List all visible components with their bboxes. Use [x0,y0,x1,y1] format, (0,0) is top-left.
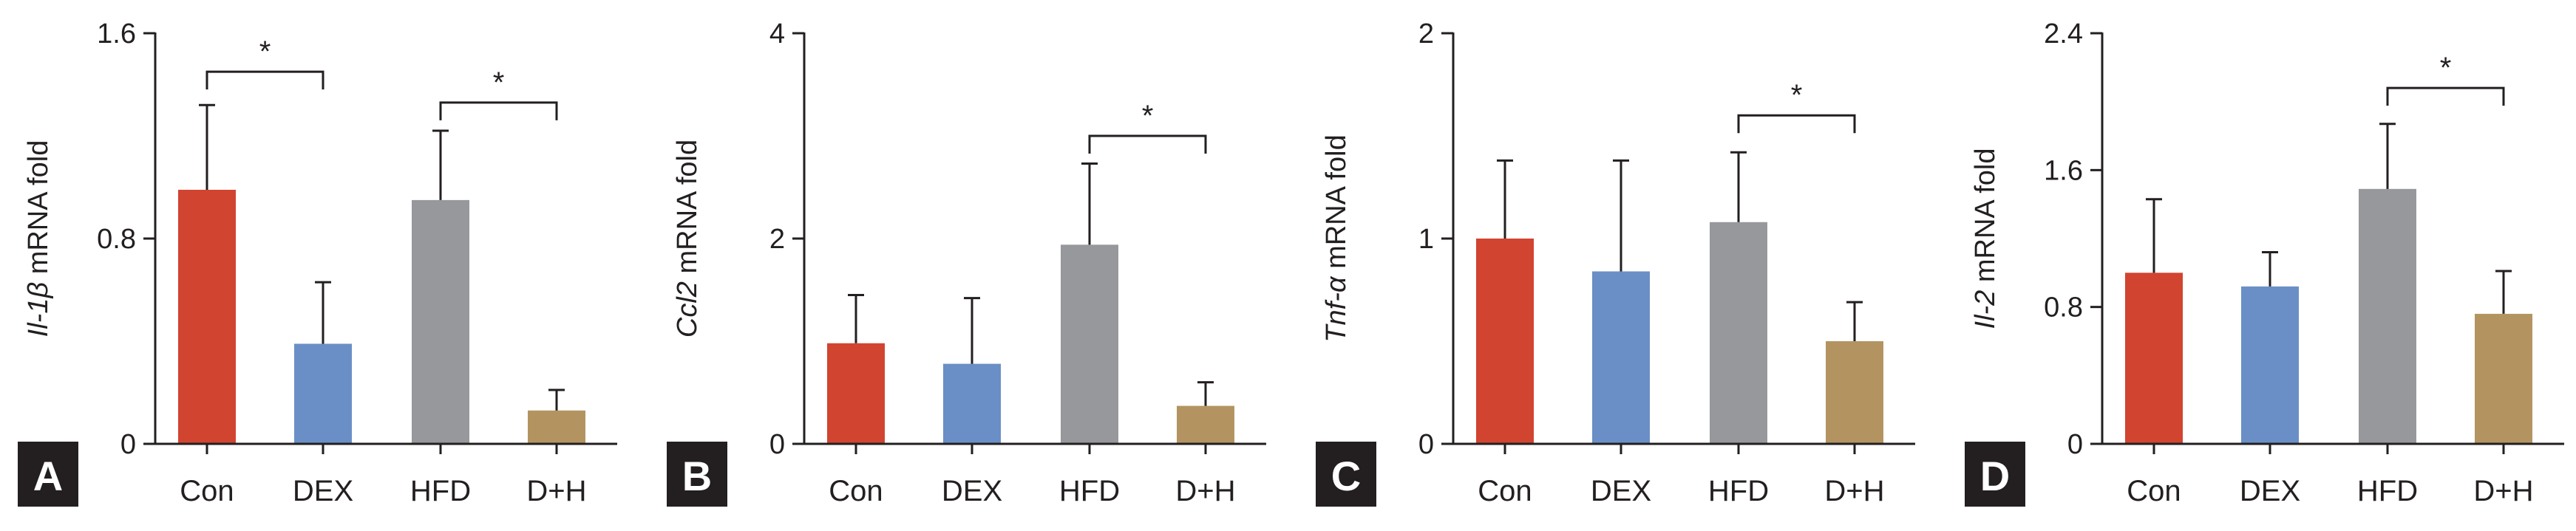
panel-c-errorbar-dex [1613,159,1629,272]
panel-a-bar-hfd [412,199,469,444]
panel-c-bar-hfd [1710,222,1767,444]
panel-c-letter-box [1316,442,1376,507]
panel-a-category-label: D+H [526,475,586,507]
panel-c-bar-dex [1592,271,1650,444]
panel-c-letter: C [1331,453,1361,499]
panel-a-errorbar-hfd [432,129,449,200]
panel-d-ylabel-gene: Il-2 [1970,290,2001,329]
panel-a-category-label: DEX [293,475,353,507]
panel-d-significance-star: * [2440,52,2452,84]
panel-c-errorbar-dhh [1846,301,1863,341]
panel-b-errorbar-dhh [1197,381,1214,406]
panel-b-ytick-label: 2 [769,224,785,255]
panel-b-errorbar-dex [964,297,980,364]
panel-d-bar-hfd [2359,188,2416,445]
panel-d-bar-con [2125,273,2183,444]
panel-d-letter: D [1980,453,2010,499]
panel-b-ytick-label: 4 [769,18,785,49]
panel-a-category-label: HFD [410,475,471,507]
panel-c-ytick-label: 1 [1418,224,1434,255]
panel-c-category-label: DEX [1591,475,1651,507]
panel-a-ytick-label: 0.8 [97,224,136,255]
panel-b-letter: B [682,453,712,499]
panel-a-significance-star: * [259,35,271,68]
panel-c-ylabel: Tnf-α mRNA fold [1321,134,1352,342]
panel-b-ylabel-unit: mRNA fold [672,140,703,281]
panel-a-bar-dex [294,343,352,444]
panel-b-category-label: HFD [1059,475,1120,507]
panel-b-errorbar-hfd [1081,162,1098,245]
panel-d-bar-dhh [2475,313,2532,444]
panel-a-significance-bracket [439,101,558,120]
panel-b-bar-hfd [1061,244,1118,444]
panel-c-category-label: D+H [1824,475,1884,507]
panel-d-category-label: DEX [2240,475,2300,507]
panel-c-bar-dhh [1826,341,1883,444]
panel-d-category-label: HFD [2357,475,2418,507]
panel-d-ylabel: Il-2 mRNA fold [1970,148,2001,329]
panel-d-category-label: Con [2127,475,2181,507]
panel-a-bar-dhh [528,410,585,444]
panel-b-significance-bracket [1088,134,1207,154]
panel-c-ylabel-unit: mRNA fold [1321,134,1352,276]
panel-a-category-label: Con [180,475,234,507]
panel-b-errorbar-con [848,293,864,343]
panel-a: 0 0.8 1.6 Con DEX HFD D+H Il-1β mRNA fold * * A [18,18,617,507]
panel-d-errorbar-dhh [2495,270,2512,314]
panel-d-ytick-label: 2.4 [2044,18,2083,49]
panel-a-ytick-label: 1.6 [97,18,136,49]
panel-c-ytick-label: 0 [1418,429,1434,460]
panel-c-errorbar-hfd [1730,151,1747,222]
panel-d-ytick-label: 1.6 [2044,155,2083,186]
panel-a-letter: A [33,453,63,499]
panel-d-significance-bracket [2386,86,2505,106]
panel-b-letter-box [667,442,727,507]
panel-c-category-label: Con [1478,475,1532,507]
panel-c-bar-con [1476,239,1534,444]
panel-d-bar-dex [2241,286,2299,444]
panel-a-significance-star: * [493,66,505,99]
panel-a-significance-bracket [205,70,324,90]
panel-b-category-label: DEX [942,475,1002,507]
panel-c-significance-star: * [1791,79,1803,112]
panel-c-ylabel-gene: Tnf-α [1321,275,1352,343]
panel-d-ytick-label: 0.8 [2044,292,2083,323]
panel-d-errorbar-dex [2262,251,2278,287]
panel-b-category-label: Con [829,475,883,507]
panel-d-letter-box [1965,442,2025,507]
panel-a-letter-box [18,442,78,507]
panel-c: 0 1 2 Con DEX HFD D+H Tnf-α mRNA fold * C [1316,18,1915,507]
panel-a-bar-con [178,189,236,444]
panel-a-errorbar-dex [315,281,331,344]
panel-d-ytick-label: 0 [2067,429,2083,460]
panel-d: 0 0.8 1.6 2.4 Con DEX HFD D+H Il-2 mRNA fold * D [1965,18,2564,507]
panel-b-ylabel-gene: Ccl2 [672,281,703,338]
panel-d-errorbar-hfd [2379,123,2396,189]
panel-c-category-label: HFD [1708,475,1769,507]
panel-b: 0 2 4 Con DEX HFD D+H Ccl2 mRNA fold * B [667,18,1266,507]
panel-a-errorbar-con [199,103,215,190]
panel-a-ylabel: Il-1β mRNA fold [23,140,54,338]
panel-b-bar-con [827,343,885,444]
panel-c-errorbar-con [1497,159,1513,239]
panel-b-category-label: D+H [1175,475,1235,507]
panel-a-ylabel-gene: Il-1β [23,282,54,338]
panel-b-significance-star: * [1142,100,1154,132]
panel-b-ylabel: Ccl2 mRNA fold [672,140,703,338]
panel-c-significance-bracket [1737,114,1856,134]
panel-a-errorbar-dhh [548,388,565,411]
panel-d-errorbar-con [2146,198,2162,273]
panel-d-category-label: D+H [2473,475,2533,507]
panel-c-ytick-label: 2 [1418,18,1434,49]
panel-b-bar-dhh [1177,405,1234,444]
panel-b-bar-dex [943,363,1001,444]
panel-a-ylabel-unit: mRNA fold [23,140,54,282]
panel-d-ylabel-unit: mRNA fold [1970,148,2001,290]
panel-a-ytick-label: 0 [120,429,136,460]
panel-b-ytick-label: 0 [769,429,785,460]
